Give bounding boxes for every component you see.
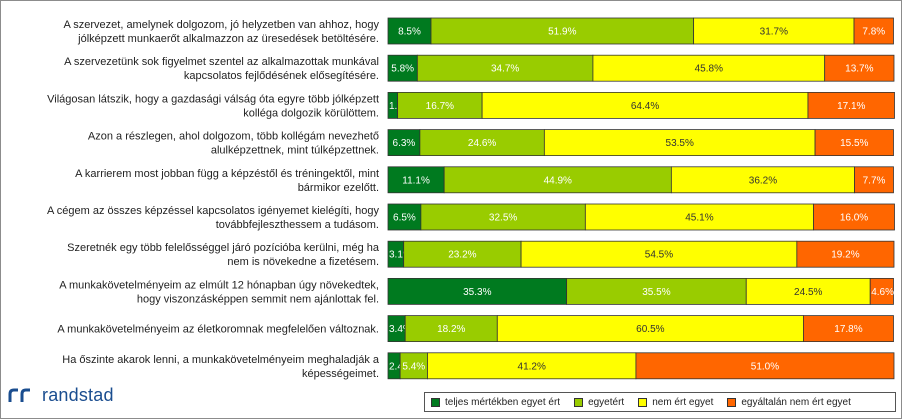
bar-segment [807,92,895,119]
bar-segment [420,203,586,231]
data-label: 24.6% [468,138,496,149]
data-label: 11.1% [402,175,430,186]
data-label: 17.8% [834,324,862,335]
bar-segment [803,315,894,343]
bar-segment [854,166,894,194]
data-label: 24.5% [794,287,822,298]
data-label: 41.2% [518,361,546,372]
brand-name: randstad [42,385,114,405]
bar-segment [387,17,432,45]
bar-segment [416,54,594,82]
data-label: 35.5% [642,287,670,298]
data-label: 3.1% [389,250,412,261]
bar-segment [584,203,814,231]
data-label: 23.2% [448,250,476,261]
randstad-logo-icon [8,388,30,402]
data-label: 13.7% [845,64,873,75]
bar-segment [745,277,871,305]
bar-segment [397,92,483,119]
data-label: 16.0% [840,213,868,224]
bar-segment [853,17,894,45]
data-label: 45.1% [685,213,713,224]
data-label: 4.6% [871,287,894,298]
bar-segment [592,54,826,82]
legend-label: egyetért [588,396,625,408]
bar-segment [543,129,816,157]
bar-segment [814,129,894,157]
data-label: 44.9% [544,175,572,186]
category-label: A munkakövetelményeim az elmúlt 12 hónap… [59,279,379,305]
legend-swatch [638,397,648,407]
data-label: 5.4% [402,361,425,372]
category-label: Ha őszinte akarok lenni, a munkakövetelm… [62,354,380,380]
data-label: 6.5% [393,213,416,224]
bar-segment [481,92,809,119]
data-label: 15.5% [840,138,868,149]
category-label: A cégem az összes képzéssel kapcsolatos … [47,205,380,231]
bar-segment [403,240,522,268]
bar-segment [419,129,545,157]
bar-segment [869,277,894,305]
data-label: 60.5% [636,324,664,335]
bar-segment [520,240,798,268]
category-label: Világosan látszik, hogy a gazdasági váls… [47,93,379,119]
legend-item: egyetért [574,397,624,408]
data-label: 7.8% [862,27,885,38]
data-label: 35.3% [463,287,491,298]
legend-label: egyáltalán nem ért egyet [741,396,851,408]
chart-legend: teljes mértékben egyet ért egyetért nem ér… [424,392,896,412]
data-label: 54.5% [645,250,673,261]
data-label: 31.7% [760,27,788,38]
randstad-logo: randstad [8,385,114,406]
bar-segment [387,203,422,231]
category-label: A szervezetünk sok figyelmet szentel az … [64,56,379,82]
data-label: 53.5% [666,138,694,149]
bar-segment [813,203,895,231]
bar-segment [796,240,895,268]
data-label: 36.2% [749,175,777,186]
bar-segment [443,166,672,194]
data-label: 17.1% [837,101,865,112]
bar-segment [404,315,498,343]
data-label: 32.5% [489,213,517,224]
data-label: 8.5% [398,27,421,38]
category-label: Szeretnék egy több felelősséggel járó po… [67,242,380,268]
bar-segment [387,54,418,82]
data-label: 51.9% [548,27,576,38]
data-label: 16.7% [426,101,454,112]
legend-swatch [574,397,584,407]
category-label: Azon a részlegen, ahol dolgozom, több ko… [88,131,379,157]
data-label: 6.3% [393,138,416,149]
data-label: 34.7% [491,64,519,75]
legend-item: nem ért egyet [638,397,713,408]
data-label: 18.2% [437,324,465,335]
data-label: 64.4% [631,101,659,112]
data-label: 3.4% [389,324,412,335]
legend-label: nem ért egyet [652,396,714,408]
data-label: 19.2% [831,250,859,261]
data-label: 7.7% [863,175,886,186]
category-label: A szervezet, amelynek dolgozom, jó helyz… [63,19,379,45]
legend-label: teljes mértékben egyet ért [445,396,561,408]
data-label: 51.0% [751,361,779,372]
bar-segment [635,352,895,380]
legend-item: teljes mértékben egyet ért [431,397,560,408]
bar-segment [387,277,568,305]
bar-segment [427,352,637,380]
bar-segment [566,277,747,305]
legend-item: egyáltalán nem ért egyet [727,397,851,408]
category-label: A karrierem most jobban függ a képzéstől… [75,168,379,194]
data-label: 45.8% [695,64,723,75]
category-label: A munkakövetelményeim az életkoromnak me… [57,324,379,336]
legend-swatch [431,397,440,407]
bar-segment [824,54,895,82]
bar-segment [387,166,445,194]
bar-segment [430,17,695,45]
legend-swatch [727,397,737,407]
data-label: 5.8% [391,64,414,75]
